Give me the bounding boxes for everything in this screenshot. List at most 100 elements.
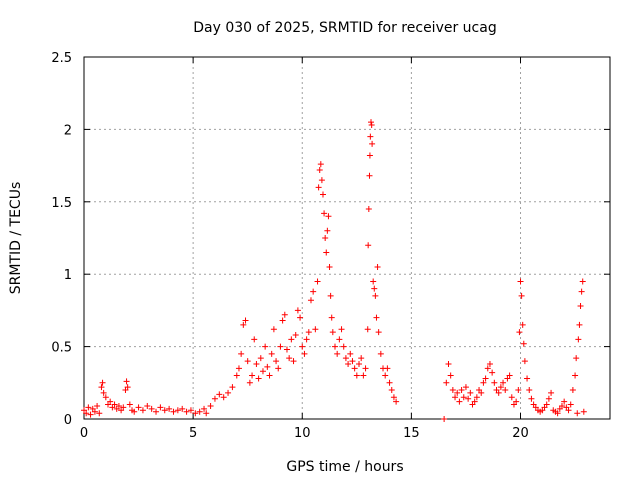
data-point bbox=[554, 410, 561, 417]
data-point bbox=[486, 360, 493, 367]
data-point bbox=[578, 288, 585, 295]
data-point bbox=[192, 410, 199, 417]
data-point bbox=[543, 401, 550, 408]
data-point bbox=[102, 394, 109, 401]
data-point bbox=[365, 242, 372, 249]
x-tick-label: 5 bbox=[189, 426, 197, 441]
data-series-srmtid bbox=[81, 119, 587, 422]
data-point bbox=[364, 326, 371, 333]
data-point bbox=[100, 389, 107, 396]
data-point bbox=[569, 387, 576, 394]
data-point bbox=[447, 372, 454, 379]
data-point bbox=[345, 360, 352, 367]
data-point bbox=[251, 336, 258, 343]
data-point bbox=[242, 317, 249, 324]
data-point bbox=[365, 206, 372, 213]
data-point bbox=[458, 387, 465, 394]
data-point bbox=[235, 365, 242, 372]
data-point bbox=[281, 311, 288, 318]
data-point bbox=[545, 395, 552, 402]
data-point bbox=[340, 343, 347, 350]
y-tick-label: 1.5 bbox=[51, 196, 72, 211]
data-point bbox=[441, 416, 448, 422]
data-point bbox=[331, 343, 338, 350]
data-point bbox=[253, 360, 260, 367]
data-point bbox=[390, 394, 397, 401]
data-point bbox=[443, 379, 450, 386]
data-point bbox=[266, 372, 273, 379]
y-tick-label: 2 bbox=[64, 123, 72, 138]
data-point bbox=[290, 358, 297, 365]
data-point bbox=[368, 122, 375, 129]
data-point bbox=[491, 379, 498, 386]
data-point bbox=[264, 363, 271, 370]
data-point bbox=[478, 389, 485, 396]
data-point bbox=[277, 343, 284, 350]
data-point bbox=[179, 405, 186, 412]
data-point bbox=[573, 355, 580, 362]
data-point bbox=[268, 350, 275, 357]
data-point bbox=[377, 350, 384, 357]
data-point bbox=[366, 152, 373, 159]
data-point bbox=[207, 402, 214, 409]
data-point bbox=[445, 360, 452, 367]
data-point bbox=[85, 404, 92, 411]
data-point bbox=[315, 184, 322, 191]
axis-ticks: 0 5 10 15 20 0 0.5 1 1.5 2 2.5 bbox=[51, 51, 610, 441]
data-point bbox=[471, 398, 478, 405]
plot-frame bbox=[83, 56, 611, 420]
data-point bbox=[96, 410, 103, 417]
data-point bbox=[317, 161, 324, 168]
data-point bbox=[273, 358, 280, 365]
data-point bbox=[384, 365, 391, 372]
data-point bbox=[303, 336, 310, 343]
data-point bbox=[259, 368, 266, 375]
data-point bbox=[326, 263, 333, 270]
data-point bbox=[521, 358, 528, 365]
data-point bbox=[567, 401, 574, 408]
data-point bbox=[249, 372, 256, 379]
data-point bbox=[316, 166, 323, 173]
x-tick-label: 0 bbox=[80, 426, 88, 441]
data-point bbox=[449, 387, 456, 394]
data-point bbox=[325, 213, 332, 220]
data-point bbox=[374, 263, 381, 270]
data-point bbox=[353, 372, 360, 379]
data-point bbox=[157, 404, 164, 411]
y-tick-label: 0 bbox=[64, 413, 72, 428]
data-point bbox=[393, 398, 400, 405]
data-point bbox=[336, 336, 343, 343]
data-point bbox=[454, 389, 461, 396]
data-point bbox=[120, 404, 127, 411]
y-tick-label: 2.5 bbox=[51, 51, 72, 66]
data-point bbox=[307, 297, 314, 304]
data-point bbox=[321, 210, 328, 217]
data-point bbox=[94, 402, 101, 409]
data-point bbox=[372, 292, 379, 299]
data-point bbox=[558, 402, 565, 409]
data-point bbox=[460, 394, 467, 401]
data-point bbox=[328, 314, 335, 321]
data-point bbox=[229, 384, 236, 391]
data-point bbox=[139, 407, 146, 414]
data-point bbox=[370, 278, 377, 285]
data-point bbox=[135, 404, 142, 411]
data-point bbox=[366, 172, 373, 179]
y-tick-label: 1 bbox=[64, 268, 72, 283]
data-point bbox=[201, 405, 208, 412]
x-tick-label: 15 bbox=[403, 426, 420, 441]
data-point bbox=[187, 407, 194, 414]
data-point bbox=[275, 365, 282, 372]
data-point bbox=[166, 405, 173, 412]
data-point bbox=[233, 372, 240, 379]
data-point bbox=[548, 389, 555, 396]
grid bbox=[84, 57, 610, 419]
data-point bbox=[111, 401, 118, 408]
data-point bbox=[174, 407, 181, 414]
data-point bbox=[575, 336, 582, 343]
data-point bbox=[515, 387, 522, 394]
data-point bbox=[572, 372, 579, 379]
data-point bbox=[299, 343, 306, 350]
data-point bbox=[123, 378, 130, 385]
